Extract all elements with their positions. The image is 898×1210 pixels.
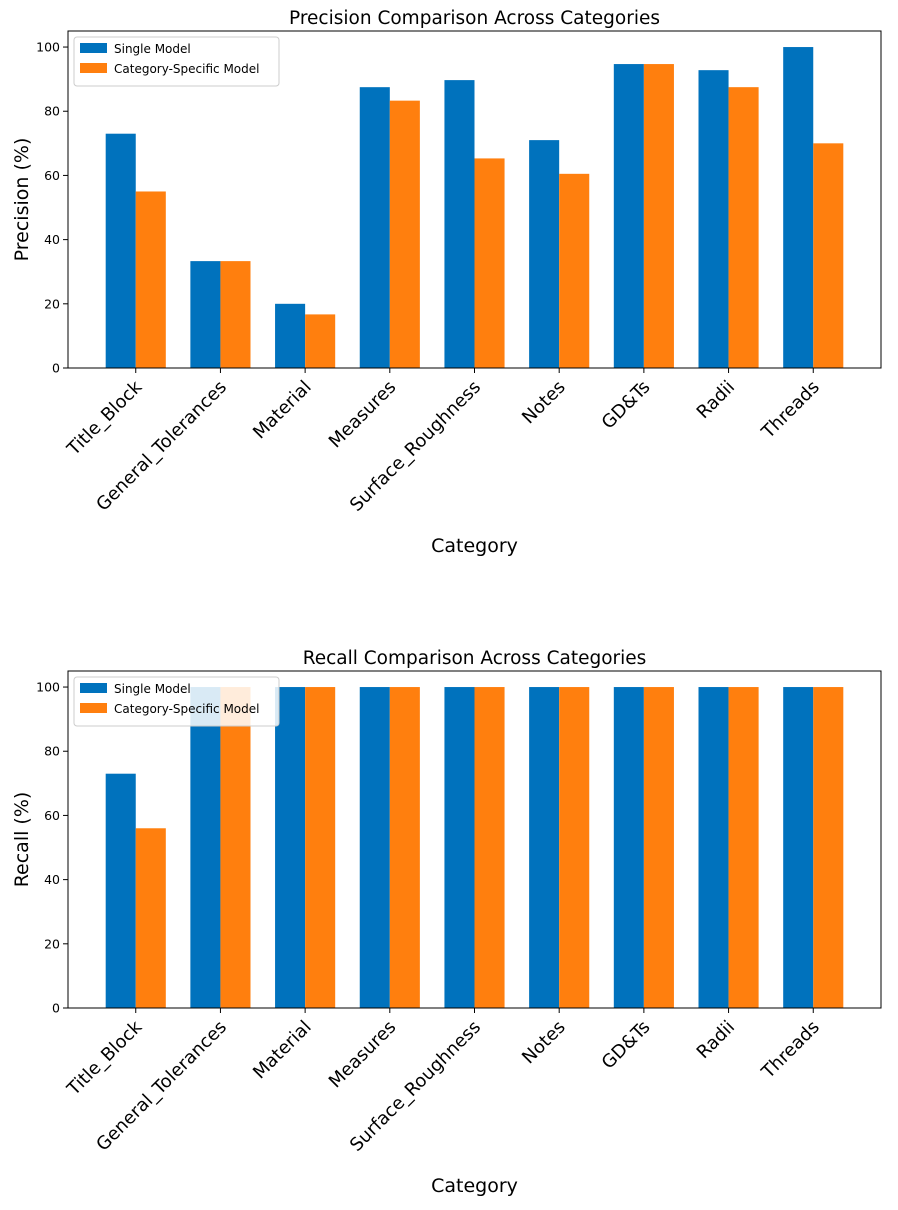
legend-box [73,36,280,87]
bar-single-model [105,773,136,1008]
y-tick-label: 100 [36,680,60,695]
bar-category-specific-model [474,158,505,368]
bar-category-specific-model [813,143,844,368]
bar-category-specific-model [643,64,674,368]
bar-category-specific-model [389,100,420,369]
x-axis-label: Category [431,1175,518,1197]
bar-single-model [783,687,814,1008]
y-axis-label: Recall (%) [11,792,33,888]
legend: Single Model Category-Specific Model [73,676,280,727]
bar-category-specific-model [643,687,674,1008]
bar-single-model [444,687,475,1008]
bar-single-model [529,687,560,1008]
bar-category-specific-model [474,687,505,1008]
legend-swatch [80,63,107,73]
legend-swatch [80,43,107,53]
bar-single-model [698,687,729,1008]
legend-label: Category-Specific Model [114,702,259,716]
bar-single-model [359,87,390,369]
bar-category-specific-model [220,261,251,368]
y-tick-label: 40 [44,232,60,247]
legend: Single Model Category-Specific Model [73,36,280,87]
chart-1: Precision Comparison Across Categories 0 2… [11,8,882,557]
y-tick-label: 0 [52,361,60,376]
bar-category-specific-model [559,687,590,1008]
legend-box [73,676,280,727]
bar-single-model [444,80,475,369]
bar-single-model [698,70,729,368]
bar-category-specific-model [813,687,844,1008]
y-tick-label: 80 [44,744,60,759]
chart-title: Precision Comparison Across Categories [289,8,660,29]
y-tick-label: 60 [44,808,60,823]
bar-single-model [190,261,221,368]
bar-category-specific-model [389,687,420,1008]
bar-category-specific-model [728,687,759,1008]
legend-swatch [80,703,107,713]
bar-single-model [275,687,306,1008]
bar-single-model [783,47,814,369]
chart-title: Recall Comparison Across Categories [303,648,647,669]
bar-single-model [359,687,390,1008]
bar-category-specific-model [135,828,166,1008]
x-axis-label: Category [431,535,518,557]
y-tick-label: 0 [52,1001,60,1016]
bar-category-specific-model [728,87,759,369]
bar-single-model [190,687,221,1008]
bar-single-model [613,64,644,368]
y-tick-label: 100 [36,40,60,55]
bar-category-specific-model [135,191,166,368]
bar-category-specific-model [305,314,336,368]
y-tick-label: 80 [44,104,60,119]
bar-single-model [613,687,644,1008]
legend-swatch [80,683,107,693]
legend-label: Category-Specific Model [114,62,259,76]
y-axis-label: Precision (%) [11,138,33,262]
y-tick-label: 60 [44,168,60,183]
bar-category-specific-model [305,687,336,1008]
bar-single-model [105,133,136,368]
y-tick-label: 20 [44,936,60,951]
bar-category-specific-model [220,687,251,1008]
y-tick-label: 40 [44,872,60,887]
bar-single-model [275,303,306,368]
legend-label: Single Model [114,42,191,56]
legend-label: Single Model [114,682,191,696]
bar-category-specific-model [559,173,590,368]
bar-single-model [529,140,560,368]
y-tick-label: 20 [44,296,60,311]
